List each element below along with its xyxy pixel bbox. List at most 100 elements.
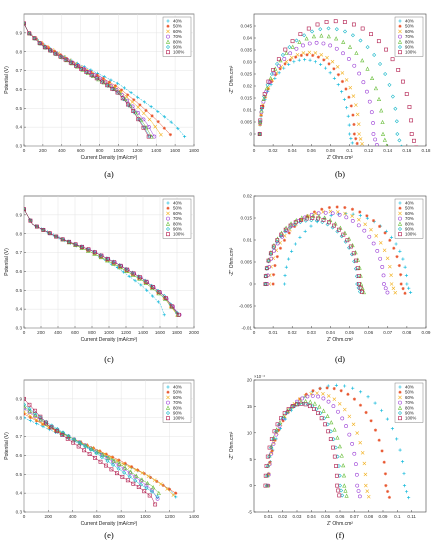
data-point [42, 45, 47, 50]
data-point [339, 234, 344, 239]
data-point [111, 462, 116, 467]
data-point [119, 88, 124, 92]
data-point [344, 87, 348, 91]
data-point [316, 216, 320, 221]
y-tick-label: 0 [249, 483, 252, 488]
data-point [352, 259, 357, 264]
data-point [308, 399, 313, 404]
data-point [151, 284, 155, 289]
x-tick-label: 0.02 [278, 514, 287, 519]
series-layer [263, 205, 413, 295]
data-point [363, 222, 367, 227]
data-point [273, 66, 278, 71]
data-point [115, 266, 120, 270]
data-point [156, 490, 161, 496]
data-point [354, 137, 358, 141]
series-layer [257, 19, 419, 146]
x-tick-label: 0.11 [407, 514, 416, 519]
y-axis-label: -Z'' Ohm.cm² [229, 247, 235, 276]
data-point [24, 404, 27, 409]
data-point [282, 238, 287, 242]
data-point [334, 46, 339, 51]
data-point [302, 33, 307, 38]
data-point [322, 215, 327, 220]
data-point [122, 86, 126, 90]
data-point [278, 246, 283, 250]
data-point [156, 300, 161, 304]
data-point [351, 22, 356, 27]
data-point [113, 84, 118, 88]
data-point [82, 448, 87, 453]
data-point [89, 73, 94, 78]
x-tick-label: 2000 [189, 330, 200, 335]
data-point [332, 454, 337, 459]
data-point [389, 235, 394, 239]
data-point [414, 145, 419, 146]
data-point [139, 283, 143, 287]
data-point [371, 132, 376, 136]
y-tick-label: 5 [249, 457, 252, 462]
data-point [77, 440, 82, 445]
y-tick-label: -5 [248, 510, 253, 515]
panel-label: (a) [104, 169, 114, 179]
data-point [145, 480, 150, 486]
chart-panel-d: 0 0.01 0.02 0.03 0.04 0.05 0.06 0.07 0.08 0.09 -0.… [229, 194, 431, 364]
x-tick-label: 0.03 [293, 514, 302, 519]
legend-box [162, 16, 192, 57]
data-point [336, 73, 340, 77]
data-point [123, 465, 128, 470]
data-point [28, 414, 33, 418]
x-tick-label: 0.06 [364, 330, 373, 335]
data-point [32, 36, 37, 41]
data-point [346, 392, 350, 396]
y-tick-label: 0.04 [243, 36, 252, 41]
data-point [343, 205, 347, 210]
data-point [376, 39, 381, 44]
data-point [293, 220, 298, 225]
data-point [397, 263, 401, 268]
data-point [267, 282, 272, 286]
data-point [278, 58, 283, 63]
data-point [353, 266, 358, 271]
data-point [265, 82, 270, 87]
data-point [400, 459, 405, 464]
data-point [407, 286, 411, 290]
data-point [138, 275, 142, 280]
data-point [401, 79, 405, 84]
x-tick-label: 200 [37, 330, 45, 335]
chart-panel-a: 0 200 400 600 800 1000 1200 1400 1600 1800 0.3 0.4 0… [4, 13, 200, 179]
data-point [134, 468, 138, 472]
data-point [357, 282, 362, 286]
data-point [321, 41, 326, 46]
data-point [328, 437, 333, 442]
data-point [398, 448, 402, 452]
data-point [387, 82, 392, 87]
data-point [133, 478, 138, 483]
legend-marker [166, 416, 170, 421]
data-point [304, 36, 309, 41]
data-point [156, 109, 160, 114]
data-point [266, 257, 271, 262]
data-point [377, 224, 382, 228]
y-axis-label: -Z'' Ohm.cm² [229, 65, 235, 94]
data-point [390, 427, 395, 431]
data-point [277, 420, 283, 425]
data-point [34, 224, 39, 229]
data-point [334, 383, 339, 387]
data-point [147, 117, 152, 122]
data-point [329, 214, 333, 218]
data-point [272, 71, 276, 76]
data-point [87, 452, 92, 457]
data-point [49, 423, 54, 428]
legend-marker [397, 44, 403, 50]
x-tick-label: 400 [58, 148, 66, 153]
data-point [348, 244, 353, 249]
data-point [138, 103, 142, 107]
data-point [326, 26, 331, 31]
data-point [168, 133, 172, 137]
data-point [267, 445, 272, 450]
data-point [313, 51, 318, 55]
panel-label: (c) [104, 354, 114, 364]
data-point [380, 131, 386, 136]
data-point [407, 105, 412, 109]
